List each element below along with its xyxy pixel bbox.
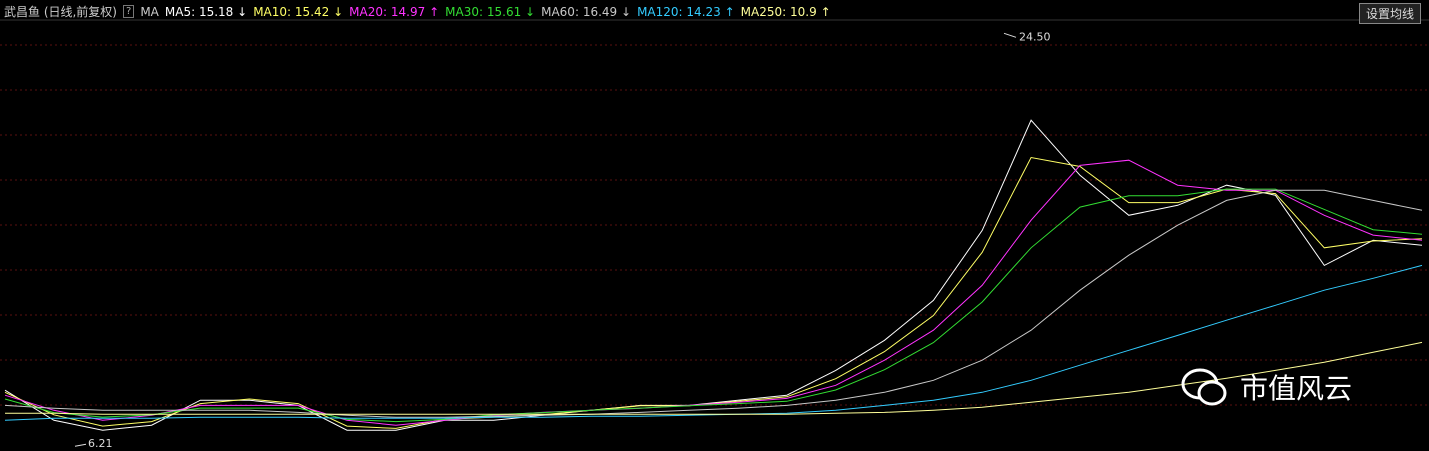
legend-name: MA20 [349,5,387,19]
legend-value: 15.42 [294,4,330,19]
ma-line [4,188,1423,423]
legend-arrow: ↑ [429,4,440,19]
legend-value: 14.23 [686,4,721,19]
watermark-text: 市值风云 [1240,372,1353,405]
legend-arrow: ↓ [621,4,632,19]
legend-name: MA30 [445,5,483,19]
legend-name: MA60 [541,5,579,19]
ma-line [4,159,1423,426]
watermark: 市值风云 [1180,366,1352,408]
wechat-icon [1181,368,1227,406]
legend-arrow: ↓ [525,4,536,19]
legend-value: 14.97 [390,4,426,19]
legend-arrow: ↓ [237,4,248,19]
legend-arrow: ↑ [820,4,831,19]
legend-value: 15.61 [486,4,522,19]
legend-item: MA120 14.23 ↑ [637,5,735,19]
legend-name: MA10 [253,5,291,19]
settings-button[interactable]: 设置均线 [1358,3,1421,24]
legend-value: 16.49 [582,4,618,19]
legend-item: MA20 14.97 ↑ [349,5,439,19]
stock-name: 武昌鱼 (日线,前复权) [4,5,117,19]
help-button[interactable]: ? [123,5,135,18]
legend-item: MA5 15.18 ↓ [165,5,247,19]
legend-item: MA30 15.61 ↓ [445,5,535,19]
legend-name: MA120 [637,5,683,19]
ma-line [5,341,1423,415]
legend-value: 15.18 [198,4,234,19]
legend-item: MA60 16.49 ↓ [541,5,631,19]
legend: 武昌鱼 (日线,前复权) ? MA MA5 15.18 ↓MA10 15.42 … [4,3,831,20]
high-marker [1003,32,1017,38]
legend-name: MA5 [165,5,195,19]
ma-label: MA [140,4,159,19]
low-label: 6.21 [88,437,113,450]
ma-line [4,189,1423,418]
legend-item: MA10 15.42 ↓ [253,5,343,19]
legend-value: 10.9 [790,4,817,19]
legend-name: MA250 [741,5,787,19]
legend-arrow: ↑ [724,4,735,19]
ma-line [4,264,1423,421]
high-label: 24.50 [1019,30,1051,43]
legend-item: MA250 10.9 ↑ [741,5,831,19]
legend-arrow: ↓ [333,4,344,19]
grid [0,44,1429,406]
low-marker [74,443,87,447]
